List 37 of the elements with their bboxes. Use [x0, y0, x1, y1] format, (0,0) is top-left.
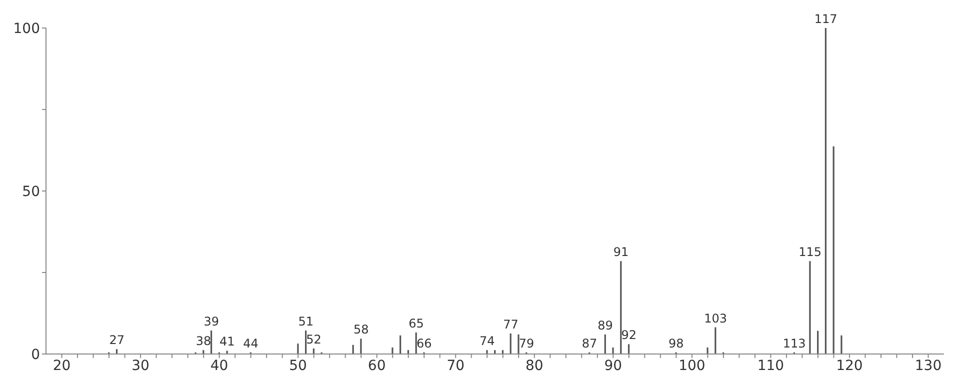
- annotation: 79: [518, 336, 534, 350]
- annotation: 51: [298, 314, 314, 329]
- x-tick-label: 70: [446, 358, 465, 374]
- x-tick-label: 120: [836, 358, 863, 374]
- annotation: 98: [668, 336, 684, 350]
- annotation: 66: [416, 336, 432, 350]
- annotation: 117: [814, 12, 838, 26]
- annotation: 103: [704, 311, 728, 326]
- x-tick-label: 30: [132, 358, 150, 374]
- x-tick-label: 90: [604, 358, 622, 374]
- annotation: 91: [613, 245, 629, 260]
- annotation: 115: [798, 245, 822, 260]
- y-tick-label: 0: [31, 346, 40, 363]
- x-tick-label: 50: [289, 358, 307, 374]
- x-tick-label: 130: [914, 358, 942, 374]
- annotation: 65: [408, 316, 424, 330]
- annotation: 113: [782, 336, 806, 350]
- annotation: 27: [109, 333, 125, 348]
- x-tick-label: 40: [210, 358, 228, 374]
- y-tick-label: 50: [22, 184, 40, 200]
- x-tick-label: 80: [525, 358, 544, 374]
- annotation: 52: [306, 332, 322, 346]
- annotation: 44: [243, 336, 258, 350]
- annotation: 38: [196, 334, 212, 348]
- annotation: 39: [204, 314, 220, 329]
- annotation: 77: [503, 317, 518, 332]
- x-tick-label: 20: [52, 358, 71, 374]
- annotation: 87: [582, 336, 598, 350]
- annotation: 92: [621, 328, 637, 342]
- x-tick-label: 100: [678, 358, 706, 374]
- x-tick-label: 60: [368, 358, 386, 374]
- annotation: 41: [220, 334, 235, 349]
- annotation: 89: [598, 318, 613, 332]
- x-tick-label: 110: [757, 358, 784, 374]
- y-tick-label: 100: [13, 20, 40, 37]
- annotation: 58: [353, 322, 369, 337]
- annotation: 74: [479, 334, 495, 348]
